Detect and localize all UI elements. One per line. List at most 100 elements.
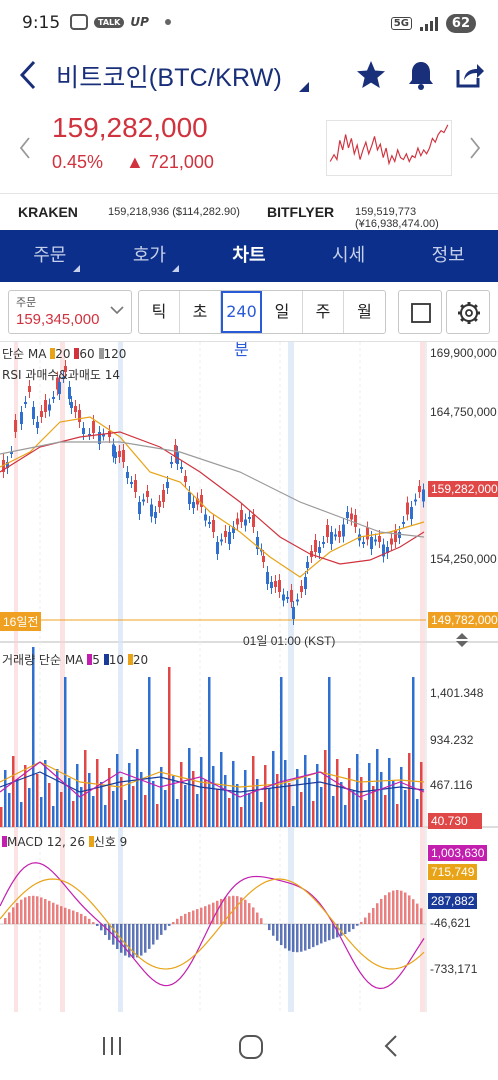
volume-bar [180, 762, 183, 827]
period-240min[interactable]: 240분 [221, 291, 262, 359]
candle-body [102, 434, 105, 437]
candle-body [58, 382, 61, 394]
price-chart-area[interactable]: 단순 MA 20 60 120 RSI 과매수&과매도 14 169,900,0… [0, 342, 498, 1012]
chart-toolbar: 주문 159,345,000 틱 초 240분 일 주 월 [0, 282, 498, 359]
volume-bar [292, 806, 295, 827]
tab-market-price[interactable]: 시세 [332, 245, 366, 266]
volume-bar [308, 778, 311, 827]
macd-histogram-bar [116, 924, 119, 950]
candle-body [78, 410, 81, 422]
chart-settings-button[interactable] [446, 290, 490, 334]
macd-histogram-bar [404, 892, 407, 924]
kakaotalk-icon: TALK [94, 16, 125, 28]
candle-body [2, 460, 5, 472]
back-icon[interactable] [14, 58, 44, 92]
volume-bar [120, 777, 123, 827]
candle-body [196, 498, 199, 505]
volume-bar [420, 762, 423, 827]
volume-bar [416, 799, 419, 827]
recent-apps-icon[interactable] [100, 1034, 124, 1058]
fullscreen-button[interactable] [398, 290, 442, 334]
candle-body [318, 547, 321, 553]
candle-body [200, 495, 203, 507]
title-dropdown-icon[interactable] [299, 82, 309, 92]
macd-histogram-bar [160, 924, 163, 935]
status-system-icons: 5G 62 [390, 14, 476, 33]
period-second[interactable]: 초 [180, 291, 221, 333]
macd-histogram-bar [380, 898, 383, 924]
next-coin-chevron-icon[interactable] [468, 136, 482, 160]
volume-bar [20, 802, 23, 827]
volume-bar [288, 783, 291, 827]
macd-histogram-bar [364, 917, 367, 924]
macd-axis-2: -733,171 [430, 962, 478, 976]
candle-body [240, 510, 243, 522]
volume-bar [212, 766, 215, 827]
volume-bar [348, 768, 351, 827]
period-month[interactable]: 월 [357, 302, 372, 321]
macd-legend: MACD 12, 26 신호 9 [2, 833, 127, 850]
highlight-band [288, 342, 294, 1012]
macd-histogram-bar [352, 924, 355, 930]
macd-histogram-bar [136, 924, 139, 958]
macd-histogram-bar [80, 913, 83, 924]
current-price-tag: 159,282,000 [428, 481, 498, 497]
volume-bar [300, 792, 303, 827]
tab-orderbook[interactable]: 호가 [100, 230, 200, 282]
macd-histogram-bar [360, 921, 363, 924]
macd-histogram-bar [376, 903, 379, 924]
price-sparkline [326, 120, 452, 176]
period-week[interactable]: 주 [303, 291, 344, 333]
macd-histogram-bar [52, 902, 55, 924]
volume-bar [112, 791, 115, 827]
candle-body [354, 515, 357, 527]
order-price-label: 주문 [16, 296, 37, 309]
period-selector: 틱 초 240분 일 주 월 [138, 290, 386, 359]
order-price-select[interactable]: 주문 159,345,000 [8, 290, 132, 334]
macd-histogram-bar [32, 895, 35, 924]
period-tick[interactable]: 틱 [139, 291, 180, 333]
candle-body [326, 525, 329, 537]
page-title[interactable]: 비트코인(BTC/KRW) [56, 64, 283, 92]
favorite-star-icon[interactable] [354, 58, 388, 92]
volume-bar [280, 677, 283, 827]
macd-histogram-bar [288, 924, 291, 951]
candle-body [414, 499, 417, 502]
highlight-band [420, 342, 425, 1012]
period-day[interactable]: 일 [262, 291, 303, 333]
macd-histogram-bar [176, 918, 179, 924]
volume-bar [188, 748, 191, 827]
candle-body [216, 542, 219, 554]
volume-bar [244, 770, 247, 827]
candle-body [366, 527, 369, 540]
tab-info[interactable]: 정보 [431, 245, 465, 266]
ma60-swatch [74, 348, 80, 359]
candle-body [208, 522, 211, 524]
candlestick-chart[interactable] [0, 342, 498, 1012]
price-ma-legend: 단순 MA 20 60 120 [2, 347, 127, 361]
macd-histogram-bar [312, 924, 315, 948]
candle-body [82, 428, 85, 434]
macd-histogram-bar [148, 924, 151, 949]
tab-chart[interactable]: 차트 [232, 245, 266, 266]
macd-histogram-bar [128, 924, 131, 958]
home-icon[interactable] [238, 1034, 264, 1060]
resize-handle-icon[interactable] [454, 632, 470, 648]
volume-bar [352, 791, 355, 827]
macd-histogram-bar [216, 900, 219, 924]
price-axis-3: 154,250,000 [430, 552, 497, 566]
macd-histogram-bar [156, 924, 159, 940]
candle-body [362, 542, 365, 544]
tab-order[interactable]: 주문 [0, 230, 100, 282]
prev-coin-chevron-icon[interactable] [18, 136, 32, 160]
share-icon[interactable] [452, 58, 486, 92]
back-nav-icon[interactable] [380, 1034, 404, 1058]
candle-body [252, 515, 255, 527]
notification-bell-icon[interactable] [404, 58, 438, 92]
volume-bar [148, 677, 151, 827]
exchange-name-bitflyer: BITFLYER [267, 204, 335, 220]
volume-bar [172, 776, 175, 827]
macd-histogram-bar [20, 899, 23, 924]
candle-body [350, 513, 353, 520]
macd-histogram-bar [400, 890, 403, 924]
